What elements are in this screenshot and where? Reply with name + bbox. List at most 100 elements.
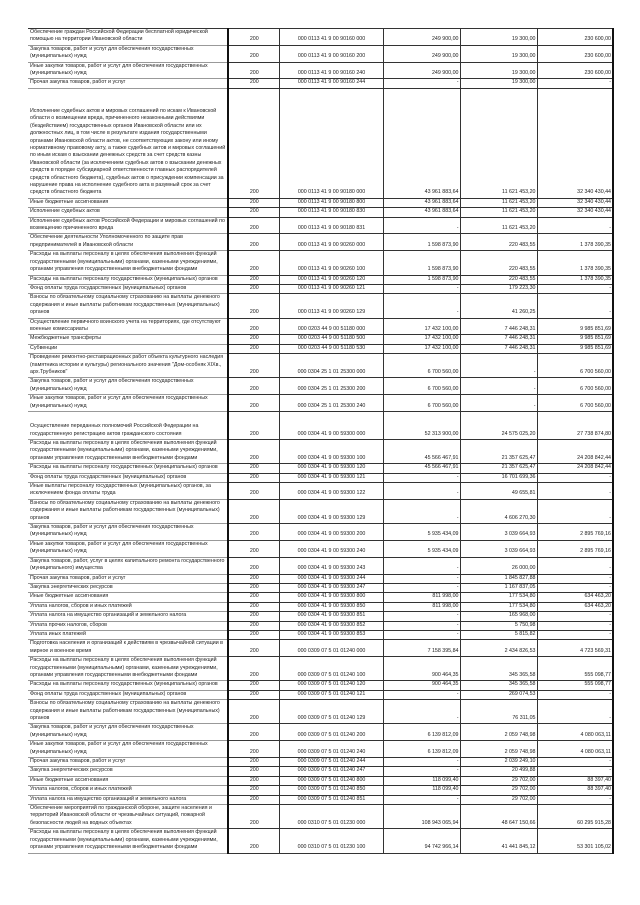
table-row: Прочая закупка товаров, работ и услуг 200… — [28, 78, 614, 89]
row-rest: 32 340 430,44 — [536, 207, 614, 218]
row-plan: 249 900,00 — [382, 28, 461, 46]
row-done: 19 300,00 — [459, 28, 538, 46]
row-rest: - — [536, 482, 614, 500]
row-kbk: 000 0304 41 9 00 59300 000 — [278, 411, 384, 440]
row-name: Осуществление переданных полномочий Росс… — [28, 411, 229, 440]
row-plan: - — [382, 78, 461, 89]
row-name: Иные выплаты персоналу государственных (… — [28, 482, 229, 500]
row-code: 200 — [227, 463, 280, 474]
row-rest: 634 463,20 — [536, 601, 614, 613]
row-kbk: 000 0309 07 5 01 01240 240 — [278, 740, 384, 759]
row-kbk: 000 0309 07 5 01 01240 851 — [278, 794, 384, 806]
row-plan: 5 935 434,09 — [382, 539, 461, 558]
row-code: 200 — [227, 828, 280, 854]
row-code: 200 — [227, 394, 280, 412]
row-name: Иные бюджетные ассигнования — [28, 775, 229, 787]
row-kbk: 000 0113 41 9 00 90160 200 — [278, 44, 384, 63]
row-code: 200 — [227, 438, 280, 465]
row-code: 200 — [227, 523, 280, 541]
table-row: Расходы на выплаты персоналу в целях обе… — [28, 250, 614, 276]
table-row: Закупка энергетических ресурсов 200 000 03… — [28, 766, 614, 777]
row-rest: 24 208 842,44 — [536, 438, 614, 465]
table-row: Закупка товаров, работ и услуг для обесп… — [28, 44, 614, 63]
row-name: Исполнение судебных актов Российской Фед… — [28, 216, 229, 235]
row-done: 19 300,00 — [459, 78, 538, 89]
row-name: Уплата иных платежей — [28, 629, 229, 641]
table-row: Иные выплаты персоналу государственных (… — [28, 482, 614, 500]
row-plan: - — [382, 556, 461, 575]
row-name: Субвенции — [28, 343, 229, 355]
row-rest: 1 378 390,35 — [536, 233, 614, 252]
row-name: Иные закупки товаров, работ и услуг для … — [28, 394, 229, 412]
row-code: 200 — [227, 61, 280, 80]
row-name: Расходы на выплаты персоналу государстве… — [28, 274, 229, 285]
row-done: 20 499,88 — [459, 766, 538, 777]
row-rest: - — [536, 216, 614, 235]
row-name: Закупка товаров, работ и услуг для обесп… — [28, 44, 229, 63]
row-rest: - — [536, 611, 614, 622]
row-code: 200 — [227, 656, 280, 682]
row-rest: 9 985 851,69 — [536, 317, 614, 336]
row-name: Иные закупки товаров, работ и услуг для … — [28, 539, 229, 558]
row-name: Уплата налога на имущество организаций и… — [28, 794, 229, 806]
table-row: Исполнение судебных актов Российской Фед… — [28, 216, 614, 235]
table-row: Обеспечение граждан Российской Федерации… — [28, 28, 614, 46]
row-kbk: 000 0309 07 5 01 01240 100 — [278, 656, 384, 682]
row-done: 177 534,80 — [459, 592, 538, 603]
row-kbk: 000 0304 41 9 00 59300 852 — [278, 620, 384, 631]
row-done: 1 845 827,88 — [459, 573, 538, 584]
row-kbk: 000 0113 41 9 00 90260 121 — [278, 283, 384, 295]
row-plan: 6 139 812,09 — [382, 740, 461, 759]
row-done: 49 655,81 — [459, 482, 538, 500]
row-name: Проведение ремонтно-реставрационных рабо… — [28, 353, 229, 379]
row-rest: 88 397,40 — [536, 785, 614, 796]
row-rest: - — [536, 794, 614, 806]
row-plan: - — [382, 482, 461, 500]
row-done: 345 365,58 — [459, 656, 538, 682]
row-code: 200 — [227, 293, 280, 319]
row-done: 3 039 664,93 — [459, 539, 538, 558]
row-plan: - — [382, 582, 461, 594]
table-row: Иные закупки товаров, работ и услуг для … — [28, 740, 614, 759]
table-row: Расходы на выплаты персоналу в целях обе… — [28, 828, 614, 854]
row-code: 200 — [227, 87, 280, 199]
row-rest: - — [536, 582, 614, 594]
row-plan: 43 961 883,64 — [382, 197, 461, 209]
row-plan: - — [382, 620, 461, 631]
row-rest: 4 080 063,11 — [536, 740, 614, 759]
row-rest: - — [536, 766, 614, 777]
row-done: 11 621 453,20 — [459, 216, 538, 235]
row-done: 179 223,30 — [459, 283, 538, 295]
row-code: 200 — [227, 573, 280, 584]
row-rest: - — [536, 472, 614, 484]
row-kbk: 000 0113 41 9 00 90180 000 — [278, 87, 384, 199]
table-row: Закупка товаров, работ, услуг в целях ка… — [28, 556, 614, 575]
row-kbk: 000 0304 41 9 00 59300 200 — [278, 523, 384, 541]
row-code: 200 — [227, 785, 280, 796]
row-plan: 43 961 883,64 — [382, 87, 461, 199]
table-row: Обеспечение деятельности Уполномоченного… — [28, 233, 614, 252]
row-done: 29 702,00 — [459, 785, 538, 796]
row-name: Обеспечение мероприятий по гражданской о… — [28, 804, 229, 830]
row-code: 200 — [227, 250, 280, 276]
row-plan: 5 935 434,09 — [382, 523, 461, 541]
row-done: 24 575 025,20 — [459, 411, 538, 440]
row-plan: 811 998,00 — [382, 592, 461, 603]
row-name: Закупка товаров, работ, услуг в целях ка… — [28, 556, 229, 575]
row-plan: 6 700 560,00 — [382, 353, 461, 379]
row-name: Расходы на выплаты персоналу в целях обе… — [28, 656, 229, 682]
row-done: 26 000,00 — [459, 556, 538, 575]
row-name: Осуществление первичного воинского учета… — [28, 317, 229, 336]
table-row: Уплата налога на имущество организаций и… — [28, 794, 614, 806]
row-name: Фонд оплаты труда государственных (муниц… — [28, 472, 229, 484]
table-row: Иные закупки товаров, работ и услуг для … — [28, 61, 614, 80]
row-done: 48 647 150,66 — [459, 804, 538, 830]
row-rest: - — [536, 699, 614, 725]
row-code: 200 — [227, 411, 280, 440]
row-kbk: 000 0309 07 5 01 01240 120 — [278, 680, 384, 691]
row-kbk: 000 0304 41 9 00 59300 120 — [278, 463, 384, 474]
row-done: 19 300,00 — [459, 61, 538, 80]
row-code: 200 — [227, 216, 280, 235]
row-done: 2 434 826,53 — [459, 639, 538, 658]
row-rest: 9 985 851,69 — [536, 334, 614, 345]
